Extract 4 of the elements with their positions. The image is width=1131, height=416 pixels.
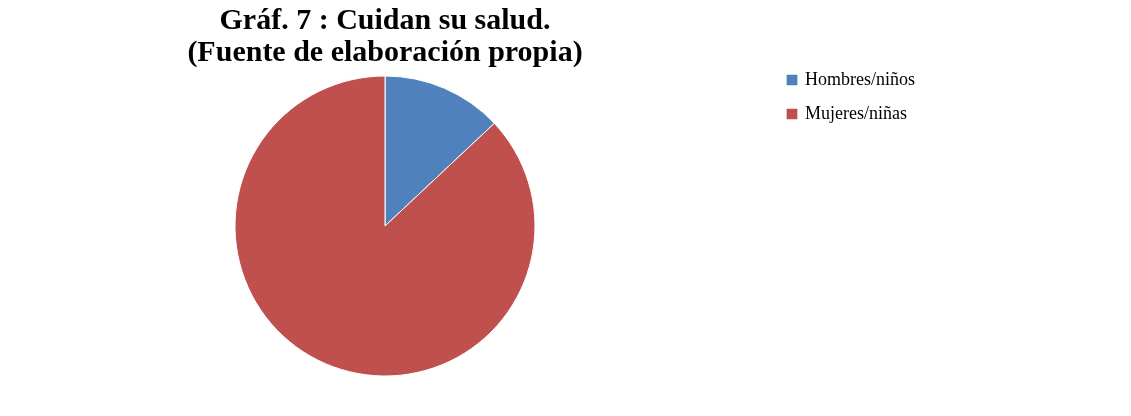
legend-label: Mujeres/niñas	[805, 103, 907, 123]
chart-title: Gráf. 7 : Cuidan su salud. (Fuente de elaboración propia)	[187, 2, 583, 68]
legend-label: Hombres/niños	[805, 69, 915, 89]
pie-slice	[234, 75, 536, 377]
